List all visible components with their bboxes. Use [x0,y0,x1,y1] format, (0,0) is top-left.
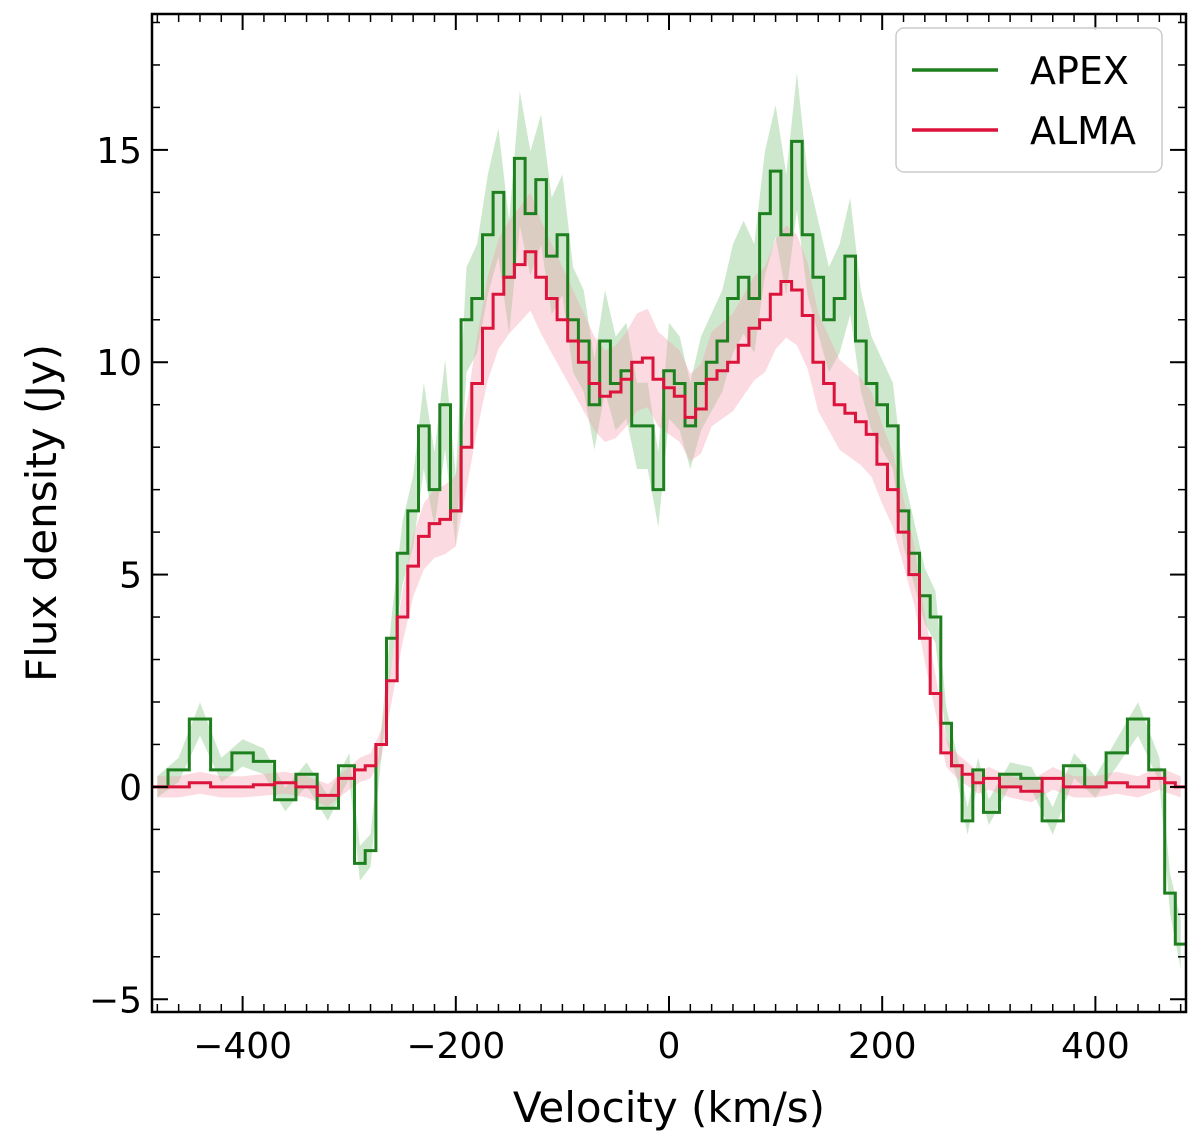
legend-label-alma: ALMA [1030,109,1136,153]
plot-frame [150,12,1188,1014]
band-apex [157,72,1181,969]
legend: APEX ALMA [895,27,1163,173]
y-tick-label: −5 [89,980,142,1021]
x-tick-label: −400 [193,1026,292,1067]
x-axis-label: Velocity (km/s) [513,1083,825,1132]
y-tick-label: 10 [96,343,142,384]
y-tick-label: 0 [119,768,142,809]
series-line-apex [152,139,1186,946]
x-tick-label: 400 [1061,1026,1130,1067]
series-line-alma [152,250,1186,797]
legend-label-apex: APEX [1030,49,1129,93]
y-axis-label: Flux density (Jy) [17,344,66,682]
uncertainty-bands [157,72,1181,969]
axis-ticks: −400 −200 0 200 400 −5 0 5 10 15 [89,14,1186,1067]
y-tick-label: 5 [119,556,142,597]
x-tick-label: −200 [406,1026,505,1067]
band-alma [157,193,1181,807]
y-tick-label: 15 [96,131,142,172]
x-tick-label: 200 [848,1026,917,1067]
legend-box [895,27,1163,173]
x-tick-label: 0 [658,1026,681,1067]
series-lines [152,139,1186,946]
